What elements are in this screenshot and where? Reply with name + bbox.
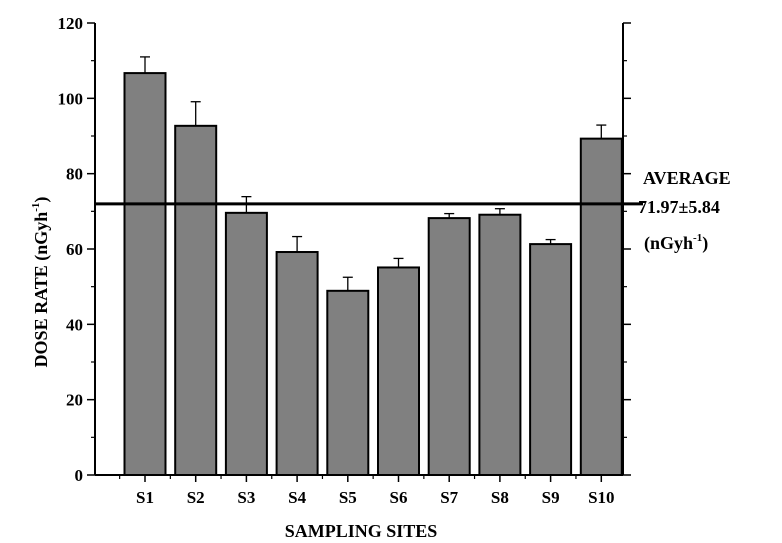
y-tick-label-80: 80	[66, 165, 83, 184]
y-tick-label-100: 100	[58, 89, 84, 108]
y-axis-title-main: DOSE RATE (nGyh	[31, 212, 52, 368]
bar-s1	[123, 72, 167, 476]
x-tick-label-s10: S10	[588, 488, 614, 507]
x-tick-label-s5: S5	[339, 488, 357, 507]
x-tick-label-s3: S3	[237, 488, 255, 507]
bar-s4	[275, 251, 319, 476]
bar-s3	[224, 211, 268, 476]
y-axis-title-close: )	[31, 197, 52, 203]
bars-group	[123, 72, 623, 477]
x-axis-title: SAMPLING SITES	[285, 521, 438, 541]
x-tick-label-s2: S2	[187, 488, 205, 507]
x-tick-label-s4: S4	[288, 488, 306, 507]
average-unit-sup: -1	[693, 232, 702, 244]
x-tick-label-s1: S1	[136, 488, 154, 507]
bar-s8	[478, 213, 522, 476]
bar-s9	[529, 243, 573, 476]
bar-s7	[427, 217, 471, 476]
average-unit: (nGyh-1)	[644, 232, 708, 254]
average-unit-main: (nGyh	[644, 233, 693, 254]
y-tick-label-40: 40	[66, 315, 83, 334]
y-ticks-group: 0 20 40 60 80 100 120	[58, 14, 631, 485]
y-tick-label-60: 60	[66, 240, 83, 259]
y-tick-label-0: 0	[75, 466, 84, 485]
x-tick-label-s9: S9	[542, 488, 560, 507]
y-axis-title-sup: -1	[30, 203, 42, 212]
bar-s10	[579, 137, 623, 477]
x-tick-label-s8: S8	[491, 488, 509, 507]
y-tick-label-120: 120	[58, 14, 84, 33]
bar-s2	[174, 124, 218, 477]
x-ticks-group: S1 S2 S3 S4 S5 S6 S7 S8 S9 S10	[119, 475, 615, 507]
bar-s5	[326, 289, 370, 476]
x-tick-label-s6: S6	[390, 488, 408, 507]
y-tick-label-20: 20	[66, 391, 83, 410]
x-tick-label-s7: S7	[440, 488, 458, 507]
bar-s6	[377, 266, 420, 476]
average-value: 71.97±5.84	[638, 197, 720, 217]
average-label: AVERAGE	[643, 168, 731, 188]
y-axis-title: DOSE RATE (nGyh-1)	[30, 197, 52, 368]
average-unit-close: )	[702, 233, 708, 254]
